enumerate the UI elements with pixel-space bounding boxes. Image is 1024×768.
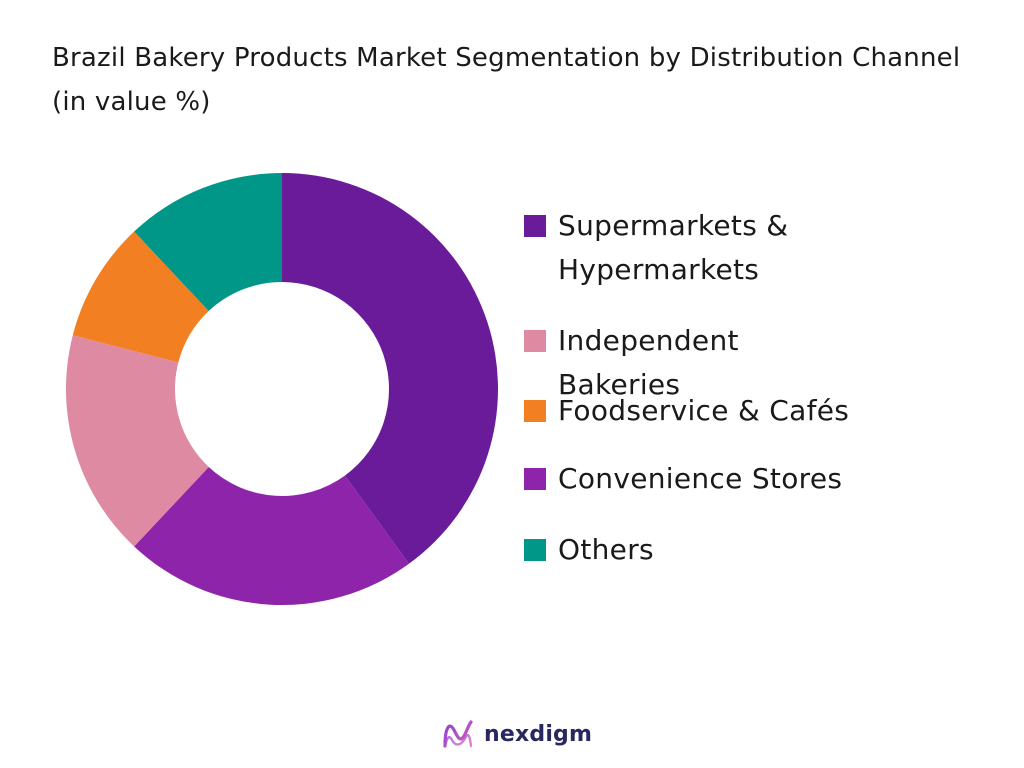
legend-label: Others bbox=[558, 533, 654, 566]
legend-swatch bbox=[524, 215, 546, 237]
legend-item: Supermarkets & Hypermarkets bbox=[524, 204, 858, 292]
donut-slice-foodservice-caf-s bbox=[72, 231, 209, 363]
legend-item: Convenience Stores bbox=[524, 457, 858, 501]
legend-swatch bbox=[524, 468, 546, 490]
legend-item: Foodservice & Cafés bbox=[524, 389, 858, 433]
legend-label: Supermarkets & Hypermarkets bbox=[558, 209, 789, 286]
legend-label: Convenience Stores bbox=[558, 462, 843, 495]
nexdigm-logo-icon bbox=[443, 720, 473, 748]
legend-swatch bbox=[524, 539, 546, 561]
legend-item: Independent Bakeries bbox=[524, 319, 858, 407]
brand-name: nexdigm bbox=[484, 721, 593, 747]
donut-slice-others bbox=[134, 173, 282, 312]
legend-item: Others bbox=[524, 528, 858, 572]
legend-swatch bbox=[524, 400, 546, 422]
donut-slice-independent-bakeries bbox=[66, 335, 209, 547]
donut-slice-convenience-stores bbox=[134, 466, 409, 605]
chart-title: Brazil Bakery Products Market Segmentati… bbox=[52, 43, 961, 117]
brand-footer: nexdigm bbox=[440, 716, 592, 752]
legend-swatch bbox=[524, 330, 546, 352]
legend-label: Foodservice & Cafés bbox=[558, 394, 850, 427]
legend-label: Independent Bakeries bbox=[558, 324, 739, 401]
donut-slice-supermarkets-hypermarkets bbox=[282, 173, 498, 564]
